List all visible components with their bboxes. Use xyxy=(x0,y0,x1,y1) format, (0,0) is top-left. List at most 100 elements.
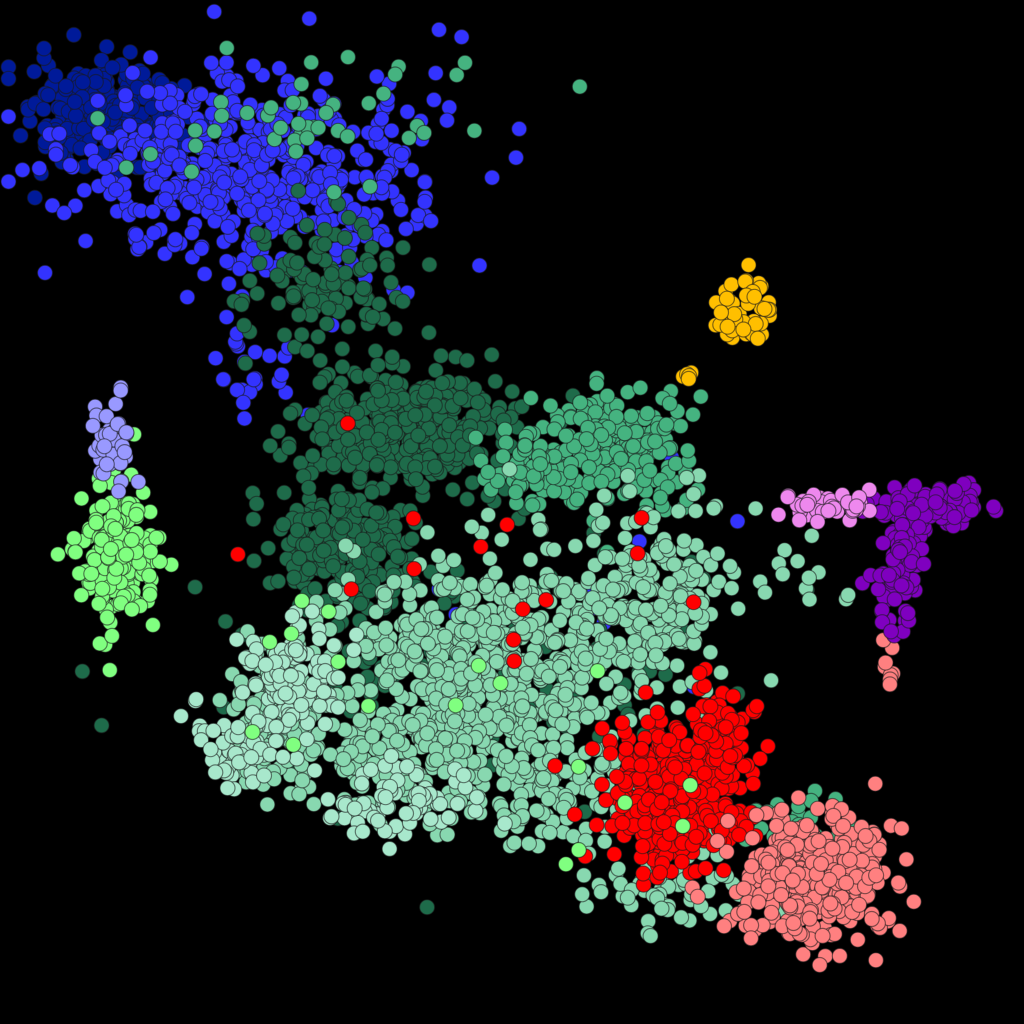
data-point xyxy=(354,823,371,840)
data-point xyxy=(633,740,650,758)
data-point xyxy=(789,553,806,570)
data-point xyxy=(51,125,68,142)
data-point xyxy=(88,514,105,531)
data-point xyxy=(335,750,352,768)
data-point xyxy=(293,75,310,93)
data-point xyxy=(406,643,423,660)
data-point xyxy=(702,644,719,661)
data-point xyxy=(280,439,297,456)
data-point xyxy=(709,545,726,562)
data-point xyxy=(567,537,584,555)
data-point xyxy=(291,786,308,803)
data-point xyxy=(685,486,702,503)
data-point xyxy=(537,591,555,609)
data-point xyxy=(690,743,707,761)
data-point xyxy=(487,564,504,582)
data-point xyxy=(484,169,501,186)
data-point xyxy=(251,173,268,190)
data-point xyxy=(213,107,230,124)
data-point xyxy=(86,551,103,569)
data-point xyxy=(715,862,732,879)
data-point xyxy=(340,248,357,265)
data-point xyxy=(360,95,377,112)
data-point xyxy=(378,232,395,249)
data-point xyxy=(376,586,393,603)
data-point xyxy=(440,809,457,826)
data-point xyxy=(437,628,454,645)
data-point xyxy=(893,820,910,837)
data-point xyxy=(245,552,263,570)
data-point xyxy=(289,254,306,271)
data-point xyxy=(524,497,541,514)
data-point xyxy=(404,716,421,734)
data-point xyxy=(880,566,898,584)
data-point xyxy=(337,264,354,281)
data-point xyxy=(449,795,466,813)
data-point xyxy=(837,874,855,892)
data-point xyxy=(652,489,669,506)
data-point xyxy=(123,531,140,549)
data-point xyxy=(413,620,430,638)
data-point xyxy=(117,87,134,104)
data-point xyxy=(285,569,302,586)
data-point xyxy=(65,530,83,547)
data-point xyxy=(528,802,545,819)
data-point xyxy=(142,543,159,560)
data-point xyxy=(612,450,630,467)
data-point xyxy=(520,835,538,852)
data-point xyxy=(670,503,687,520)
data-point xyxy=(304,182,321,199)
data-point xyxy=(622,407,640,424)
data-point xyxy=(723,580,740,597)
data-point xyxy=(717,719,734,736)
data-point xyxy=(745,775,762,792)
data-point xyxy=(669,699,686,716)
data-point xyxy=(107,520,124,538)
data-point xyxy=(592,883,610,901)
data-point xyxy=(447,697,464,714)
data-point xyxy=(599,387,616,404)
data-point xyxy=(673,853,691,870)
data-point xyxy=(464,609,481,626)
data-point xyxy=(756,584,774,601)
data-point xyxy=(93,52,110,69)
data-point xyxy=(338,392,355,409)
data-point xyxy=(614,814,631,832)
data-point xyxy=(386,424,404,441)
data-point xyxy=(257,656,274,673)
data-point xyxy=(400,129,418,147)
data-point xyxy=(262,437,279,454)
data-point xyxy=(234,684,251,701)
data-point xyxy=(733,724,750,742)
data-point xyxy=(398,758,416,775)
data-point xyxy=(641,462,659,479)
data-point xyxy=(584,740,601,757)
data-point xyxy=(57,77,75,95)
data-point xyxy=(719,812,737,830)
data-point xyxy=(963,502,980,519)
data-point xyxy=(346,800,363,817)
data-point xyxy=(810,832,827,850)
data-point xyxy=(370,546,387,563)
data-point xyxy=(762,672,780,689)
data-point xyxy=(74,663,91,680)
data-point xyxy=(632,379,649,396)
data-point xyxy=(407,407,424,424)
data-point xyxy=(142,49,159,66)
data-point xyxy=(294,772,311,789)
data-point xyxy=(407,471,424,488)
data-point xyxy=(602,745,619,762)
data-point xyxy=(249,225,266,242)
data-point xyxy=(679,442,696,459)
data-point xyxy=(848,498,865,515)
data-point xyxy=(610,860,627,877)
data-point xyxy=(206,123,223,140)
data-point xyxy=(333,491,350,508)
data-point xyxy=(202,193,219,210)
data-point xyxy=(288,750,305,767)
data-point xyxy=(334,519,351,536)
data-point xyxy=(812,855,830,873)
data-point xyxy=(661,575,678,592)
data-point xyxy=(598,675,615,693)
data-point xyxy=(743,857,760,875)
